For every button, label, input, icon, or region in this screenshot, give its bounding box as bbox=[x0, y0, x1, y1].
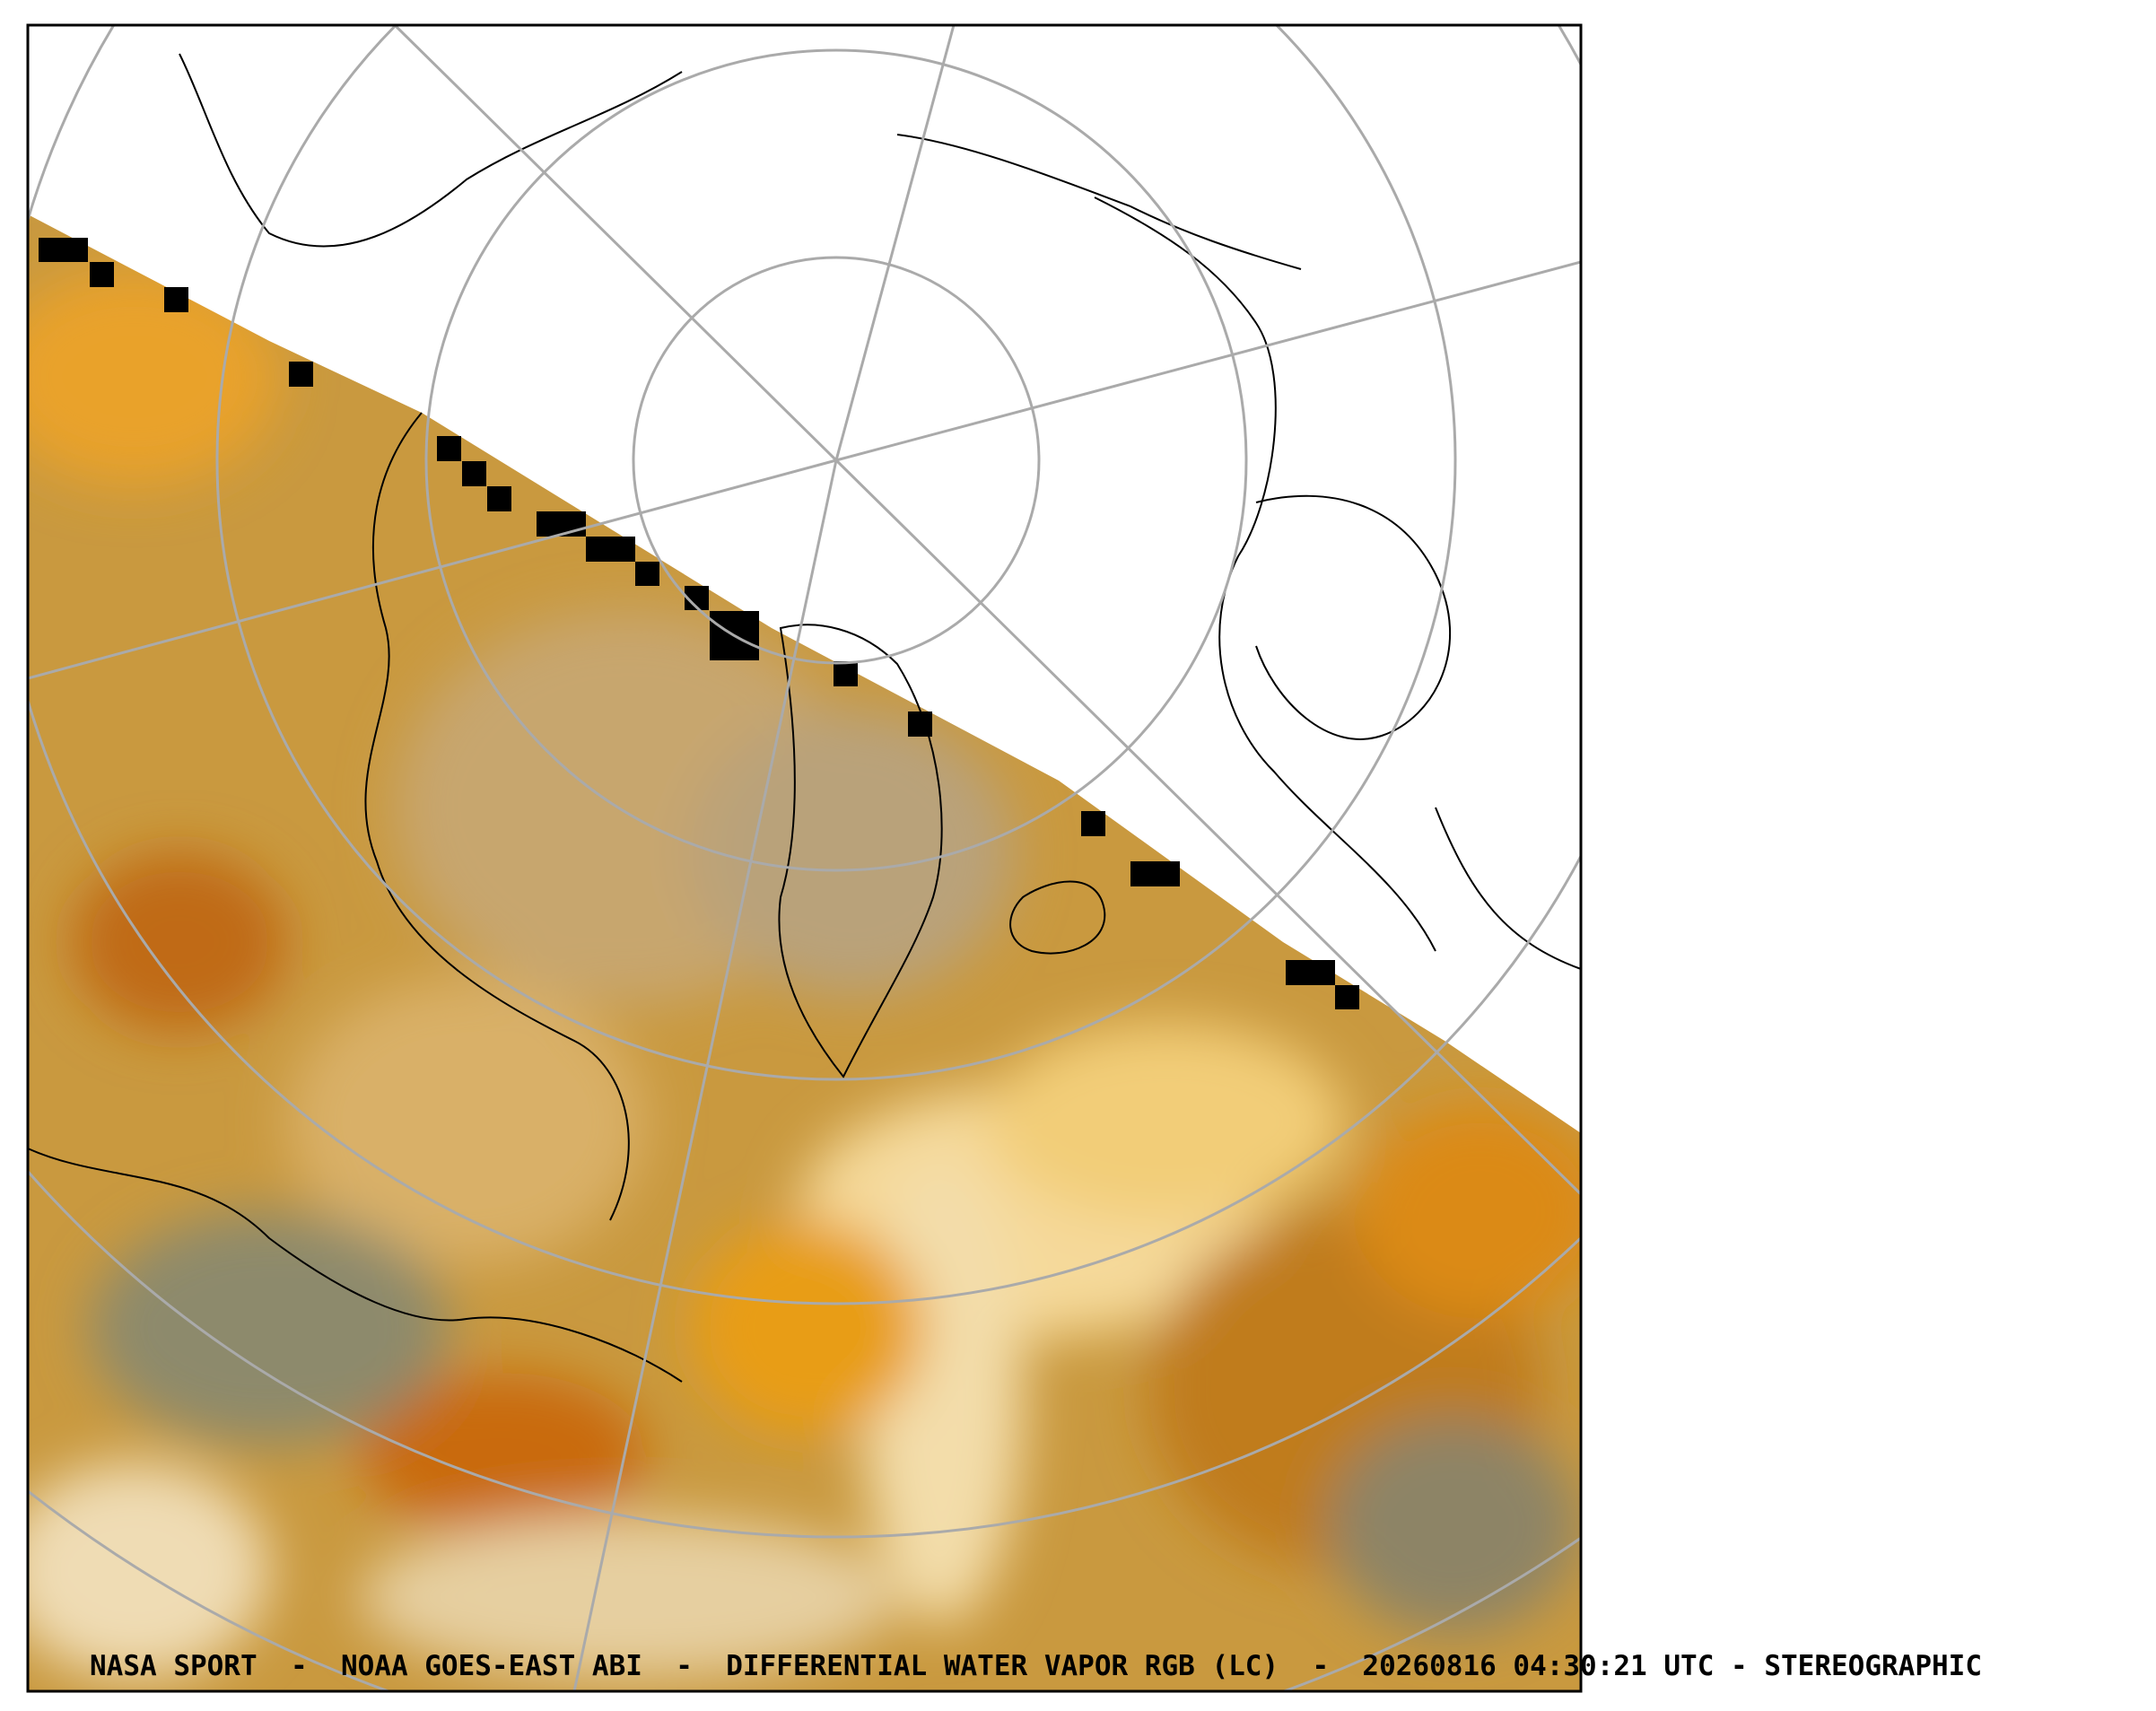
caption: NASA SPORT - NOAA GOES-EAST ABI - DIFFER… bbox=[90, 1650, 1982, 1682]
map-frame bbox=[26, 23, 1583, 1693]
coastlines bbox=[28, 53, 1581, 1383]
